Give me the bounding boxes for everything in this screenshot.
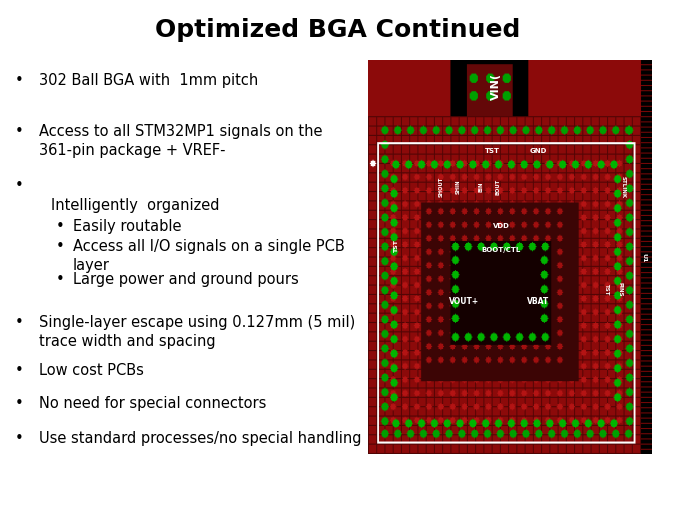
Text: SHOUT: SHOUT — [439, 177, 444, 197]
Text: BOOT/CTL: BOOT/CTL — [481, 246, 520, 252]
Text: Large power and ground pours: Large power and ground pours — [73, 272, 298, 287]
Text: •: • — [15, 430, 24, 445]
Text: •: • — [55, 272, 64, 287]
Text: •: • — [55, 238, 64, 254]
Text: Easily routable: Easily routable — [73, 218, 182, 233]
Text: •: • — [15, 363, 24, 378]
Text: Access to all STM32MP1 signals on the
361-pin package + VREF-: Access to all STM32MP1 signals on the 36… — [39, 124, 323, 158]
Text: •: • — [15, 395, 24, 410]
Text: TST: TST — [394, 239, 399, 252]
Text: Use standard processes/no special handling: Use standard processes/no special handli… — [39, 430, 362, 445]
Text: VIN(: VIN( — [491, 73, 500, 99]
Text: •: • — [15, 178, 24, 193]
Text: VOUT+: VOUT+ — [449, 296, 479, 306]
Text: PINS: PINS — [618, 282, 623, 296]
Text: No need for special connectors: No need for special connectors — [39, 395, 267, 410]
Text: TST: TST — [485, 148, 500, 154]
Text: 302 Ball BGA with  1mm pitch: 302 Ball BGA with 1mm pitch — [39, 73, 259, 88]
Text: TST: TST — [603, 283, 609, 295]
Text: Access all I/O signals on a single PCB
layer: Access all I/O signals on a single PCB l… — [73, 238, 345, 273]
Text: VDD: VDD — [493, 223, 510, 229]
Text: •: • — [15, 314, 24, 329]
Text: Optimized BGA Continued: Optimized BGA Continued — [155, 18, 520, 41]
Text: U1: U1 — [642, 253, 647, 262]
Text: •: • — [15, 73, 24, 88]
Text: •: • — [55, 218, 64, 233]
Text: BIN: BIN — [479, 181, 484, 192]
Text: Low cost PCBs: Low cost PCBs — [39, 363, 144, 378]
Text: •: • — [15, 124, 24, 139]
Text: Single-layer escape using 0.127mm (5 mil)
trace width and spacing: Single-layer escape using 0.127mm (5 mil… — [39, 314, 356, 348]
Text: BOUT: BOUT — [495, 179, 501, 195]
Text: STLINK: STLINK — [620, 176, 626, 197]
Text: VBAT: VBAT — [527, 296, 549, 306]
Text: SHIN: SHIN — [456, 179, 461, 194]
Text: GND: GND — [529, 148, 547, 154]
Text: Intelligently  organized: Intelligently organized — [51, 198, 219, 213]
